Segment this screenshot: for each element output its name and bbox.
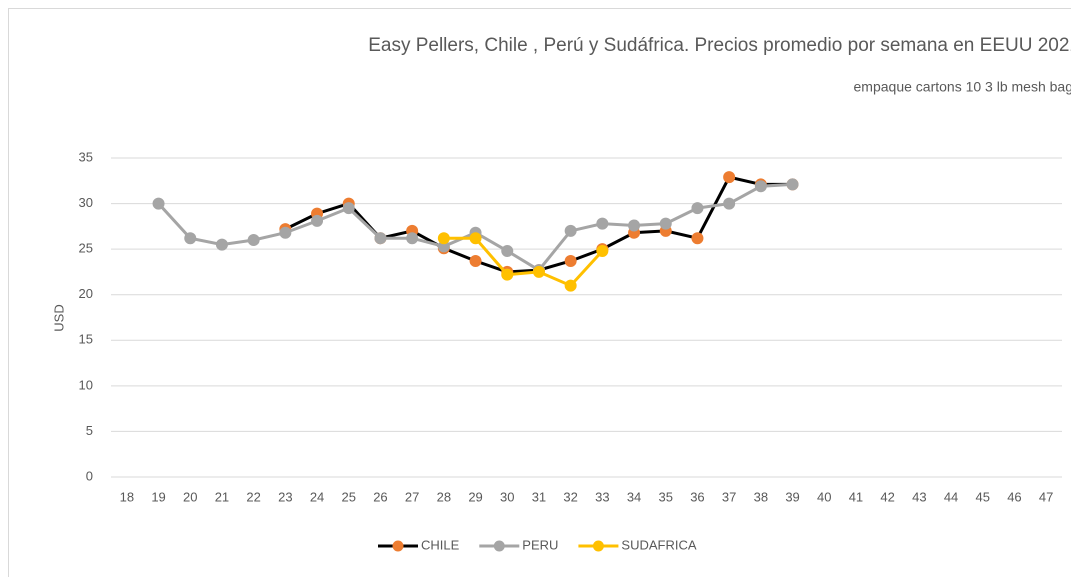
x-tick-label: 21: [215, 489, 229, 504]
data-point: [564, 224, 577, 237]
data-point: [501, 244, 514, 257]
data-point: [279, 226, 292, 239]
data-point: [247, 234, 260, 247]
x-tick-label: 20: [183, 489, 197, 504]
data-point: [723, 171, 736, 184]
x-tick-label: 42: [880, 489, 894, 504]
y-axis-label: USD: [51, 304, 66, 331]
data-point: [564, 254, 577, 267]
x-tick-label: 39: [785, 489, 799, 504]
data-point: [501, 268, 514, 281]
data-point: [469, 254, 482, 267]
legend-marker: [392, 540, 404, 552]
y-tick-label: 30: [79, 195, 93, 210]
legend-marker: [493, 540, 505, 552]
x-tick-label: 19: [151, 489, 165, 504]
x-tick-label: 27: [405, 489, 419, 504]
data-point: [754, 180, 767, 193]
x-tick-label: 35: [659, 489, 673, 504]
x-tick-label: 37: [722, 489, 736, 504]
data-point: [564, 279, 577, 292]
data-point: [786, 178, 799, 191]
x-tick-label: 25: [342, 489, 356, 504]
data-point: [659, 217, 672, 230]
y-tick-label: 35: [79, 149, 93, 164]
x-tick-label: 31: [532, 489, 546, 504]
x-tick-label: 46: [1007, 489, 1021, 504]
y-tick-label: 0: [86, 468, 93, 483]
x-tick-label: 41: [849, 489, 863, 504]
data-point: [311, 214, 324, 227]
x-tick-label: 23: [278, 489, 292, 504]
data-point: [215, 238, 228, 251]
y-tick-label: 5: [86, 423, 93, 438]
x-tick-label: 26: [373, 489, 387, 504]
data-point: [628, 219, 641, 232]
x-tick-label: 47: [1039, 489, 1053, 504]
x-tick-label: 34: [627, 489, 641, 504]
data-point: [691, 202, 704, 215]
x-tick-label: 22: [246, 489, 260, 504]
y-tick-label: 10: [79, 377, 93, 392]
chart-subtitle: empaque cartons 10 3 lb mesh bags: [854, 79, 1071, 95]
data-point: [469, 232, 482, 245]
x-tick-label: 32: [563, 489, 577, 504]
x-tick-label: 38: [754, 489, 768, 504]
legend-marker: [592, 540, 604, 552]
x-tick-label: 36: [690, 489, 704, 504]
legend-label: CHILE: [421, 537, 460, 552]
data-point: [342, 202, 355, 215]
data-point: [152, 197, 165, 210]
chart-title: Easy Pellers, Chile , Perú y Sudáfrica. …: [368, 35, 1071, 56]
x-tick-label: 33: [595, 489, 609, 504]
chart-border: [8, 8, 1071, 577]
y-tick-label: 20: [79, 286, 93, 301]
x-tick-label: 29: [468, 489, 482, 504]
x-tick-label: 24: [310, 489, 324, 504]
data-point: [406, 232, 419, 245]
data-point: [723, 197, 736, 210]
x-tick-label: 43: [912, 489, 926, 504]
data-point: [532, 265, 545, 278]
y-tick-label: 25: [79, 241, 93, 256]
legend-label: SUDAFRICA: [621, 537, 696, 552]
data-point: [374, 232, 387, 245]
x-tick-label: 40: [817, 489, 831, 504]
data-point: [596, 244, 609, 257]
x-tick-label: 44: [944, 489, 958, 504]
x-tick-label: 28: [437, 489, 451, 504]
data-point: [184, 232, 197, 245]
legend-label: PERU: [522, 537, 558, 552]
x-tick-label: 45: [976, 489, 990, 504]
data-point: [691, 232, 704, 245]
data-point: [437, 232, 450, 245]
data-point: [596, 217, 609, 230]
y-tick-label: 15: [79, 332, 93, 347]
x-tick-label: 30: [500, 489, 514, 504]
x-tick-label: 18: [120, 489, 134, 504]
